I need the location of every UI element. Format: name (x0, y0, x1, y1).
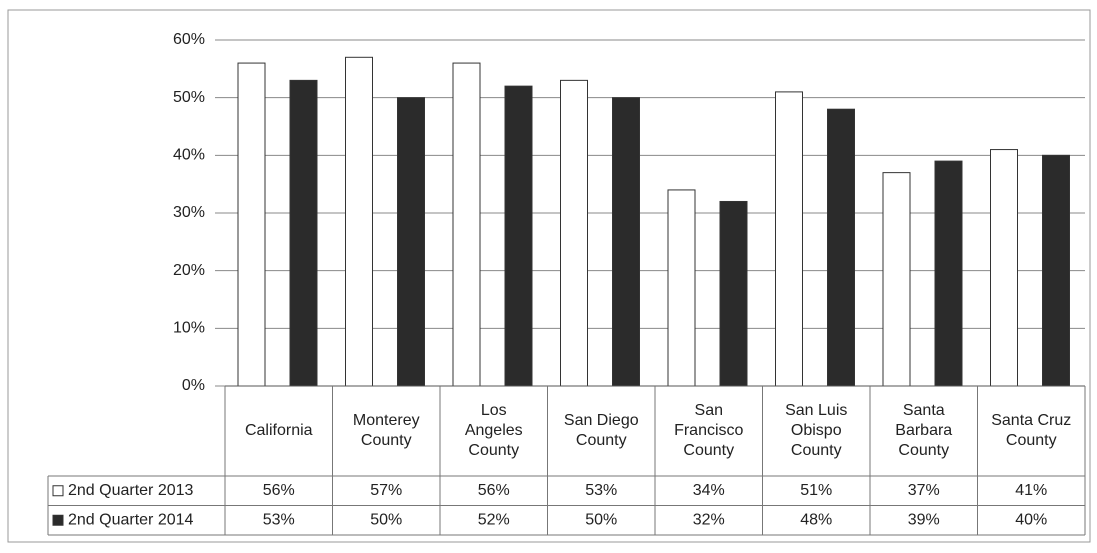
bar (882, 172, 911, 387)
data-label: 37% (908, 482, 940, 499)
y-tick-label: 20% (173, 262, 205, 279)
bar (775, 91, 803, 387)
legend-key (52, 485, 64, 497)
data-label: 52% (478, 511, 510, 528)
y-tick-label: 60% (173, 31, 205, 48)
data-label: 50% (585, 511, 617, 528)
bar (990, 149, 1018, 387)
y-tick-label: 30% (173, 204, 205, 221)
y-tick-label: 50% (173, 89, 205, 106)
bar (612, 97, 640, 387)
data-label: 40% (1015, 511, 1047, 528)
y-tick-label: 10% (173, 320, 205, 337)
legend-label: 2nd Quarter 2013 (68, 482, 194, 499)
chart-border (7, 9, 1091, 543)
bar (934, 160, 963, 387)
data-label: 39% (908, 511, 940, 528)
legend-key (52, 514, 64, 526)
bar (1042, 154, 1070, 387)
data-label: 34% (693, 482, 725, 499)
bar (345, 56, 373, 387)
x-tick-label: San Luis Obispo County (785, 402, 848, 459)
bar (397, 97, 425, 387)
data-label: 32% (693, 511, 725, 528)
data-label: 48% (800, 511, 832, 528)
bar (452, 62, 481, 387)
x-tick-label: California (244, 422, 313, 439)
bar (827, 108, 855, 387)
legend-label: 2nd Quarter 2014 (68, 511, 194, 528)
bar (289, 79, 318, 387)
bar (504, 85, 533, 387)
data-label: 53% (263, 511, 295, 528)
data-label: 41% (1015, 482, 1047, 499)
x-tick-label: Monterey County (352, 412, 420, 449)
x-tick-label: San Diego County (563, 412, 639, 449)
x-tick-label: Santa Cruz County (991, 412, 1072, 449)
x-tick-label: San Francisco County (674, 402, 744, 459)
data-label: 51% (800, 482, 832, 499)
data-label: 56% (263, 482, 295, 499)
y-tick-label: 0% (182, 377, 205, 394)
x-tick-label: Santa Barbara County (895, 402, 953, 459)
y-tick-label: 40% (173, 147, 205, 164)
bar (719, 200, 748, 387)
bar (560, 79, 588, 387)
data-label: 50% (370, 511, 402, 528)
data-label: 57% (370, 482, 402, 499)
x-tick-label: Los Angeles County (464, 402, 523, 459)
bar (667, 189, 696, 387)
data-label: 53% (585, 482, 617, 499)
bar (237, 62, 266, 387)
data-label: 56% (478, 482, 510, 499)
